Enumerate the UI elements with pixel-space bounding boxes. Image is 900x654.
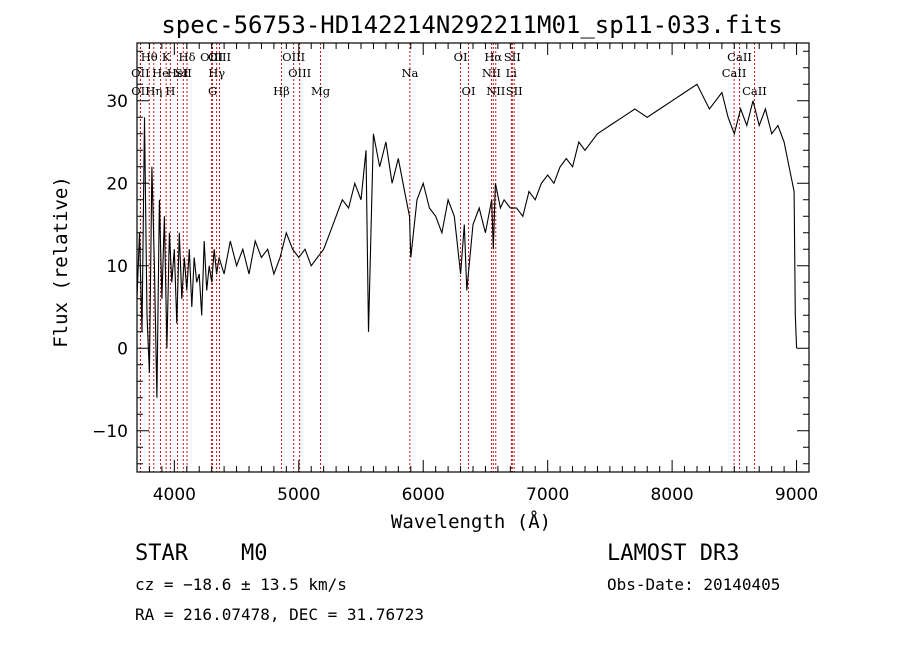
x-tick-label: 9000	[775, 485, 818, 505]
line-label-1: OII	[131, 66, 150, 80]
observation-info: STAR M0 LAMOST DR3 cz = −18.6 ± 13.5 km/…	[135, 541, 780, 624]
object-subclass: M0	[241, 541, 268, 566]
line-label-19: OI	[454, 50, 468, 64]
y-tick-label: −10	[92, 422, 128, 442]
spectrum-series	[136, 83, 798, 398]
line-label-23: NII	[486, 84, 505, 98]
spectrum-line	[136, 83, 798, 398]
observation-date: Obs-Date: 20140405	[607, 575, 780, 594]
line-label-22: Hα	[484, 50, 502, 64]
line-label-9: Hδ	[179, 50, 196, 64]
line-label-10: OIII	[200, 50, 223, 64]
line-label-29: CaII	[742, 84, 767, 98]
line-label-4: He	[152, 66, 169, 80]
line-label-20: OI	[462, 84, 476, 98]
line-label-5: K	[162, 50, 171, 64]
line-label-6: H	[165, 84, 175, 98]
x-tick-label: 6000	[402, 485, 445, 505]
y-tick-label: 0	[117, 339, 128, 359]
line-label-3: Hη	[145, 84, 162, 98]
line-label-14: Hβ	[273, 84, 290, 98]
x-tick-label: 7000	[526, 485, 569, 505]
line-label-17: Mg	[311, 84, 331, 98]
line-label-7: HeI	[167, 66, 188, 80]
y-tick-label: 20	[106, 174, 128, 194]
object-class: STAR	[135, 541, 189, 566]
x-tick-label: 5000	[277, 485, 320, 505]
y-tick-labels: −10 0 10 20 30	[92, 92, 128, 442]
line-label-2: OII	[131, 84, 150, 98]
line-label-25: SII	[504, 50, 521, 64]
spectral-line-markers	[139, 43, 755, 472]
survey-name: LAMOST DR3	[607, 541, 739, 566]
x-tick-label: 4000	[153, 485, 196, 505]
plot-frame	[136, 42, 810, 473]
line-label-8: SII	[175, 66, 192, 80]
y-tick-label: 30	[106, 92, 128, 112]
chart-title: spec-56753-HD142214N292211M01_sp11-033.f…	[161, 11, 782, 39]
line-label-0: Hθ	[141, 50, 158, 64]
line-label-28: CaII	[727, 50, 752, 64]
ra-dec-coordinates: RA = 216.07478, DEC = 31.76723	[135, 605, 424, 624]
line-label-21: NII	[482, 66, 501, 80]
line-label-12: Hγ	[208, 66, 225, 80]
line-label-27: CaII	[722, 66, 747, 80]
line-label-26: SII	[506, 84, 523, 98]
line-label-24: Li	[506, 66, 518, 80]
line-label-13: OIII	[208, 50, 231, 64]
y-axis-title: Flux (relative)	[50, 176, 72, 348]
x-axis-title: Wavelength (Å)	[391, 510, 551, 533]
y-tick-label: 10	[106, 257, 128, 277]
x-tick-labels: 4000 5000 6000 7000 8000 9000	[153, 485, 818, 505]
axis-ticks	[136, 43, 810, 472]
line-label-15: OIII	[282, 50, 305, 64]
x-tick-label: 8000	[650, 485, 693, 505]
line-label-16: OIII	[288, 66, 311, 80]
redshift-velocity: cz = −18.6 ± 13.5 km/s	[135, 575, 347, 594]
line-label-18: Na	[401, 66, 418, 80]
line-label-11: G	[208, 84, 217, 98]
